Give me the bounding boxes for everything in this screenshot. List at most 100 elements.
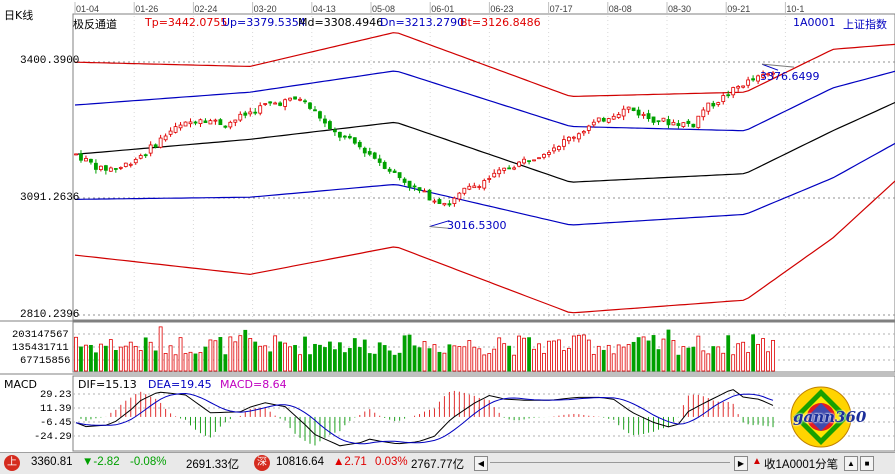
volume-bar bbox=[646, 340, 651, 372]
macd-dea: DEA=19.45 bbox=[148, 378, 212, 391]
date-label: 07-17 bbox=[550, 4, 573, 14]
candle-body bbox=[402, 178, 407, 183]
candle-body bbox=[467, 185, 472, 190]
volume-bar bbox=[308, 354, 312, 372]
volume-bar bbox=[347, 348, 352, 372]
candle-body bbox=[342, 135, 347, 138]
macd-dif-line bbox=[75, 389, 774, 447]
scroll-right-button[interactable]: ▶ bbox=[734, 456, 748, 471]
candle-body bbox=[571, 136, 576, 139]
volume-bar bbox=[706, 353, 711, 372]
candle-body bbox=[103, 165, 108, 171]
volume-bar bbox=[432, 344, 437, 372]
volume-bar bbox=[621, 346, 626, 372]
scroll-left-button[interactable]: ◀ bbox=[474, 456, 488, 471]
scrollbar-track[interactable] bbox=[490, 462, 730, 463]
sh-badge: 上 bbox=[4, 455, 20, 471]
volume-bar bbox=[636, 337, 641, 372]
candle-body bbox=[218, 119, 223, 126]
volume-bar bbox=[153, 350, 158, 372]
volume-bar bbox=[288, 346, 292, 372]
dn-value: Dn=3213.2790 bbox=[380, 16, 465, 29]
candle-body bbox=[188, 121, 193, 125]
volume-bar bbox=[517, 335, 522, 372]
volume-bar bbox=[736, 343, 741, 372]
candle-body bbox=[308, 102, 312, 109]
volume-bar bbox=[357, 347, 362, 372]
volume-bar bbox=[601, 349, 606, 372]
candle-body bbox=[298, 98, 302, 101]
volume-bar bbox=[656, 349, 661, 372]
candle-body bbox=[288, 97, 292, 101]
candle-body bbox=[163, 135, 168, 141]
volume-bar bbox=[771, 339, 775, 372]
volume-bar bbox=[507, 345, 512, 372]
volume-bar bbox=[392, 354, 397, 372]
volume-bar bbox=[203, 346, 208, 372]
candle-body bbox=[542, 153, 546, 158]
volume-bar bbox=[442, 352, 447, 372]
volume-bar bbox=[751, 334, 756, 372]
band-bt-line bbox=[74, 180, 895, 314]
volume-bar bbox=[143, 337, 148, 372]
volume-bar bbox=[512, 354, 517, 372]
candle-body bbox=[671, 121, 676, 126]
tp-value: Tp=3442.0755 bbox=[145, 16, 228, 29]
volume-bar bbox=[532, 348, 536, 372]
price-axis-label: 2810.2396 bbox=[20, 309, 80, 321]
volume-bar bbox=[253, 341, 258, 372]
candle-body bbox=[586, 125, 591, 131]
low-marker bbox=[429, 226, 452, 230]
volume-bar bbox=[168, 345, 173, 372]
volume-bar bbox=[606, 344, 611, 372]
volume-bar bbox=[527, 337, 531, 372]
candle-body bbox=[666, 119, 671, 126]
candle-body bbox=[89, 158, 93, 163]
candle-body bbox=[661, 117, 666, 122]
volume-bar bbox=[352, 338, 357, 372]
panel-toggle-button[interactable]: ▲ bbox=[844, 456, 858, 471]
candle-body bbox=[522, 158, 526, 164]
volume-bar bbox=[467, 340, 472, 372]
candle-body bbox=[352, 137, 357, 144]
volume-bar bbox=[128, 341, 133, 372]
candle-body bbox=[362, 147, 367, 154]
candle-body bbox=[392, 170, 397, 173]
volume-bar bbox=[721, 352, 726, 372]
candle-body bbox=[611, 115, 616, 120]
candle-body bbox=[328, 121, 332, 130]
candle-body bbox=[696, 115, 701, 129]
candle-body bbox=[223, 125, 228, 128]
candle-body bbox=[382, 161, 387, 169]
date-label: 01-04 bbox=[76, 4, 99, 14]
volume-bar bbox=[103, 345, 108, 372]
price-axis-label: 3091.2636 bbox=[20, 192, 80, 204]
candle-body bbox=[208, 120, 213, 125]
volume-bar bbox=[616, 344, 621, 372]
band-up-line bbox=[74, 70, 895, 132]
candle-body bbox=[347, 135, 352, 139]
bt-value: Bt=3126.8486 bbox=[460, 16, 541, 29]
sz-change: ▲2.71 bbox=[333, 456, 367, 468]
date-label: 02-24 bbox=[194, 4, 217, 14]
candle-body bbox=[168, 130, 173, 135]
high-marker bbox=[761, 63, 779, 71]
candle-body bbox=[616, 114, 621, 118]
candle-body bbox=[407, 180, 412, 188]
candle-body bbox=[263, 103, 268, 105]
volume-bar bbox=[293, 345, 297, 372]
sh-value: 3360.81 bbox=[31, 456, 73, 468]
volume-bar bbox=[158, 326, 163, 372]
candle-body bbox=[198, 119, 203, 125]
candle-body bbox=[138, 155, 143, 159]
gann360-logo: gann360 bbox=[790, 386, 866, 448]
candle-body bbox=[293, 96, 297, 100]
volume-bar bbox=[557, 339, 561, 372]
volume-bar bbox=[298, 354, 302, 372]
candle-body bbox=[74, 153, 78, 156]
candle-body bbox=[497, 169, 502, 175]
low-annotation: 3016.5300 bbox=[447, 219, 507, 232]
volume-bar bbox=[726, 335, 731, 372]
candle-body bbox=[213, 119, 218, 122]
panel-close-button[interactable]: ■ bbox=[860, 456, 874, 471]
